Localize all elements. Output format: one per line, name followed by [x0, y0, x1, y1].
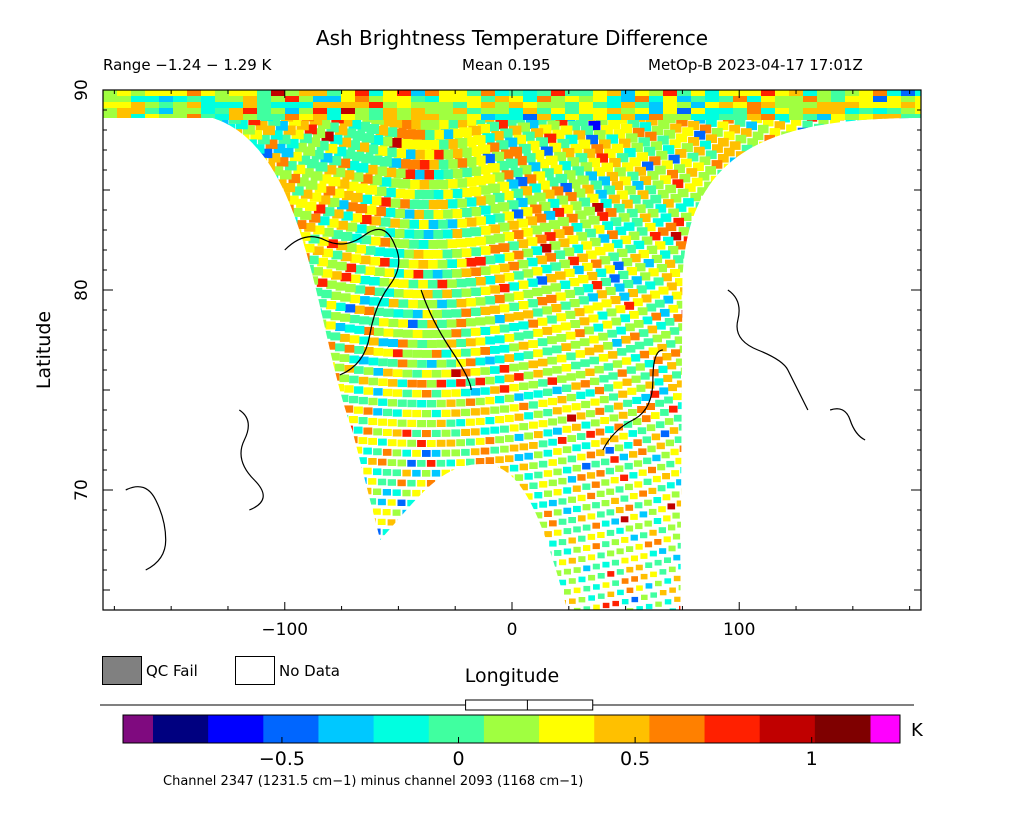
coastline-2	[125, 486, 167, 571]
x-axis-label: Longitude	[464, 665, 560, 687]
swath-data	[103, 90, 921, 610]
colorbar-segment	[318, 715, 375, 743]
x-tick-label: −100	[261, 620, 309, 640]
coastline-5	[829, 408, 866, 441]
colorbar-tick-label: 0.5	[620, 748, 651, 770]
y-tick-label: 90	[72, 79, 92, 101]
qc-fail-label: QC Fail	[146, 662, 198, 680]
colorbar-segment	[814, 715, 871, 743]
colorbar-tick-label: 0	[452, 748, 465, 770]
no-data-swatch	[235, 656, 275, 685]
colorbar-unit: K	[911, 720, 923, 741]
colorbar-segment	[373, 715, 430, 743]
colorbar-segment	[594, 715, 650, 743]
colorbar-segment	[263, 715, 319, 743]
y-tick-label: 80	[72, 279, 92, 301]
range-text: Range −1.24 − 1.29 K	[103, 56, 272, 74]
x-tick-label: 0	[506, 620, 518, 640]
colorbar-segment	[428, 715, 485, 743]
y-tick-label: 70	[72, 479, 92, 501]
chart-title: Ash Brightness Temperature Difference	[315, 26, 709, 50]
colorbar-segment	[704, 715, 761, 743]
range-slider-window	[465, 699, 594, 711]
colorbar-frame	[122, 714, 901, 744]
no-data-label: No Data	[279, 662, 340, 680]
coastline-4	[727, 289, 809, 411]
coastline-3	[602, 349, 663, 451]
colorbar-tick-label: 1	[805, 748, 818, 770]
coastline-6	[420, 289, 472, 391]
colorbar-segment	[539, 715, 595, 743]
mean-text: Mean 0.195	[462, 56, 551, 74]
coastline-0	[284, 228, 400, 376]
colorbar-tick-label: −0.5	[258, 748, 305, 770]
colorbar-segment	[649, 715, 706, 743]
qc-fail-swatch	[102, 656, 142, 685]
colorbar-over	[870, 715, 900, 743]
colorbar-under	[123, 715, 153, 743]
satellite-time-text: MetOp-B 2023-04-17 17:01Z	[648, 56, 863, 74]
colorbar-segment	[208, 715, 264, 743]
colorbar-segment	[759, 715, 816, 743]
coastline-1	[238, 409, 264, 511]
channel-footnote: Channel 2347 (1231.5 cm−1) minus channel…	[163, 774, 584, 789]
x-tick-label: 100	[722, 620, 756, 640]
colorbar-segment	[153, 715, 209, 743]
colorbar-segment	[483, 715, 540, 743]
